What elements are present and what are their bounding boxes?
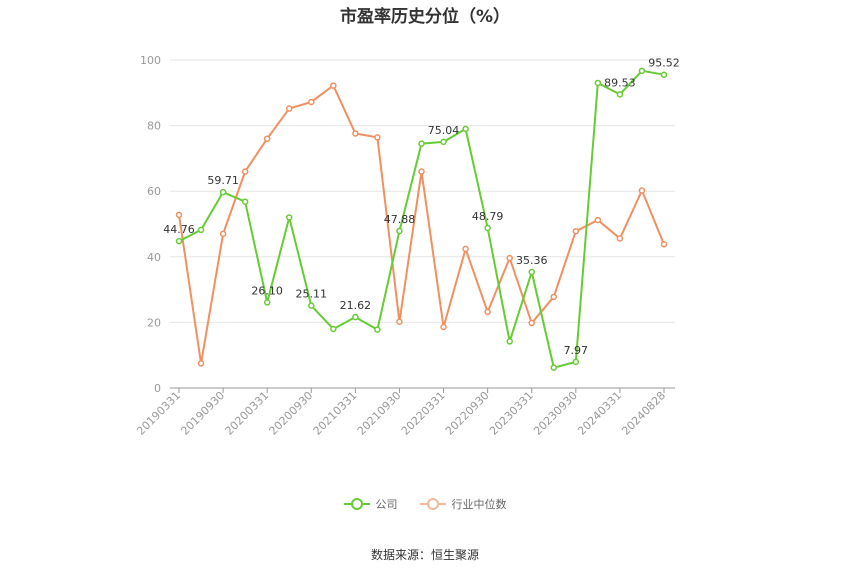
company-point <box>263 299 271 306</box>
series-layer <box>175 67 668 371</box>
industry-median-point <box>418 168 425 175</box>
company-point <box>440 138 447 146</box>
company-data-label: 7.97 <box>564 344 589 357</box>
company-data-label: 89.53 <box>604 76 636 89</box>
data-labels: 44.76 59.71 26.10 25.11 21.62 47.88 75.04 48.79… <box>163 57 680 357</box>
company-data-label: 25.11 <box>296 288 328 301</box>
x-tick-label: 20210331 <box>311 389 360 438</box>
industry-median-point <box>506 254 513 262</box>
company-point <box>285 214 293 221</box>
company-point <box>528 268 535 276</box>
company-point <box>352 313 359 321</box>
industry-median-point <box>550 293 558 301</box>
company-point <box>616 91 624 98</box>
legend-company-marker <box>343 498 370 510</box>
company-point <box>241 198 249 205</box>
x-tick-label: 20220930 <box>443 389 492 438</box>
company-data-label: 48.79 <box>472 210 504 223</box>
company-point <box>330 325 337 333</box>
company-data-label: 75.04 <box>428 124 460 137</box>
company-point <box>396 227 403 235</box>
industry-median-point <box>285 105 293 112</box>
industry-median-point <box>219 230 227 238</box>
company-point <box>308 302 315 309</box>
x-tick-label: 20230930 <box>531 389 580 438</box>
company-point <box>462 125 469 133</box>
y-tick-label: 0 <box>154 382 161 395</box>
industry-median-point <box>263 135 271 142</box>
series-line-industry-median <box>178 84 665 365</box>
industry-median-point <box>616 235 624 242</box>
industry-median-point <box>308 98 315 106</box>
data-source: 数据来源：恒生聚源 <box>370 548 479 562</box>
x-tick-label: 20200930 <box>267 389 316 438</box>
company-point <box>572 358 580 366</box>
y-tick-label: 20 <box>147 316 161 329</box>
industry-median-point <box>462 245 469 253</box>
legend: 公司 行业中位数 <box>0 496 850 512</box>
company-point <box>550 364 558 371</box>
industry-median-point <box>594 216 602 224</box>
legend-industry-label: 行业中位数 <box>451 498 507 511</box>
industry-median-point <box>374 134 381 141</box>
y-tick-label: 80 <box>147 120 161 133</box>
industry-median-point <box>396 318 403 325</box>
industry-median-point <box>330 82 337 89</box>
x-tick-label: 20240828 <box>619 389 668 438</box>
industry-median-point <box>197 360 205 367</box>
legend-item-company[interactable]: 公司 <box>343 496 398 512</box>
company-data-label: 95.52 <box>648 57 680 70</box>
x-tick-label: 20190930 <box>178 389 227 438</box>
y-tick-label: 100 <box>140 54 161 67</box>
x-tick-label: 20210930 <box>355 389 404 438</box>
x-tick-label: 20240331 <box>575 389 624 438</box>
industry-median-point <box>484 308 491 316</box>
company-point <box>484 224 491 232</box>
industry-median-point <box>660 241 668 248</box>
company-point <box>197 226 205 234</box>
x-tick-label: 20200331 <box>223 389 272 438</box>
company-point <box>506 338 513 345</box>
company-point <box>594 79 602 87</box>
industry-median-point <box>241 168 249 175</box>
company-point <box>418 140 425 147</box>
industry-median-point <box>528 319 535 327</box>
industry-median-point <box>440 323 447 331</box>
industry-median-point <box>572 227 580 235</box>
industry-median-point <box>175 211 183 219</box>
company-point <box>660 71 668 78</box>
company-data-label: 47.88 <box>384 213 416 226</box>
company-data-label: 21.62 <box>340 299 372 312</box>
company-point <box>219 188 227 196</box>
legend-item-industry-median[interactable]: 行业中位数 <box>419 496 507 512</box>
series-line-company <box>178 69 665 369</box>
company-data-label: 59.71 <box>207 174 239 187</box>
industry-median-point <box>638 187 646 194</box>
x-axis: 2019033120190930202003312020093020210331… <box>134 387 675 438</box>
company-point <box>175 237 183 245</box>
x-tick-label: 20190331 <box>134 389 183 438</box>
company-data-label: 35.36 <box>516 254 548 267</box>
chart-title: 市盈率历史分位（%） <box>339 7 511 27</box>
legend-company-label: 公司 <box>375 498 398 511</box>
industry-median-point <box>352 130 359 137</box>
y-tick-label: 60 <box>147 185 161 198</box>
company-point <box>638 67 646 75</box>
company-point <box>374 326 381 333</box>
x-tick-label: 20230331 <box>487 389 536 438</box>
x-tick-label: 20220331 <box>399 389 448 438</box>
y-tick-label: 40 <box>147 251 161 264</box>
y-axis: 0 20 40 60 80 100 <box>140 54 161 395</box>
grid-lines <box>170 59 675 323</box>
company-data-label: 26.10 <box>251 284 283 297</box>
legend-industry-marker <box>419 498 446 510</box>
company-data-label: 44.76 <box>163 223 195 236</box>
